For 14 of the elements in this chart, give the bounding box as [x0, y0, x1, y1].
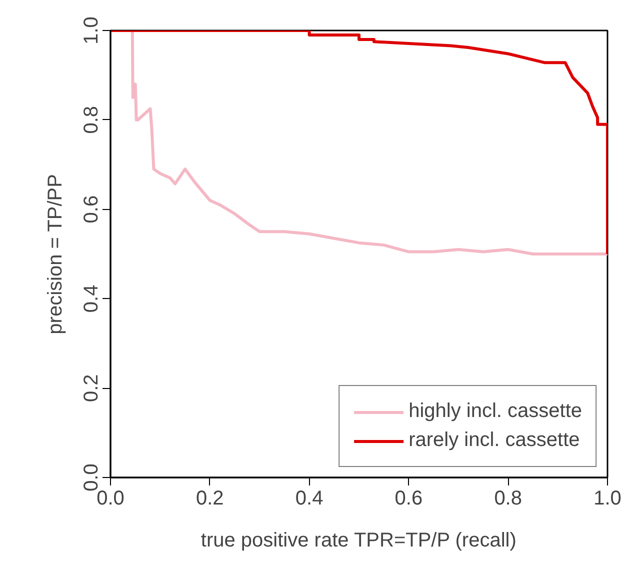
legend-label: rarely incl. cassette [408, 429, 580, 452]
y-tick-label: 0.6 [80, 195, 102, 224]
y-tick-label: 0.4 [80, 284, 102, 313]
y-tick-label: 1.0 [80, 16, 102, 44]
y-axis-title: precision = TP/PP [44, 174, 66, 334]
x-tick-label: 1.0 [594, 488, 622, 510]
y-tick-label: 0.8 [80, 106, 102, 134]
legend-label: highly incl. cassette [408, 400, 582, 423]
x-tick-label: 0.2 [196, 488, 224, 510]
x-axis-title: true positive rate TPR=TP/P (recall) [200, 530, 516, 552]
x-tick-label: 0.6 [394, 488, 423, 510]
x-tick-label: 0.4 [295, 488, 324, 510]
x-tick-label: 0.8 [494, 488, 522, 510]
y-tick-label: 0.2 [80, 374, 102, 402]
